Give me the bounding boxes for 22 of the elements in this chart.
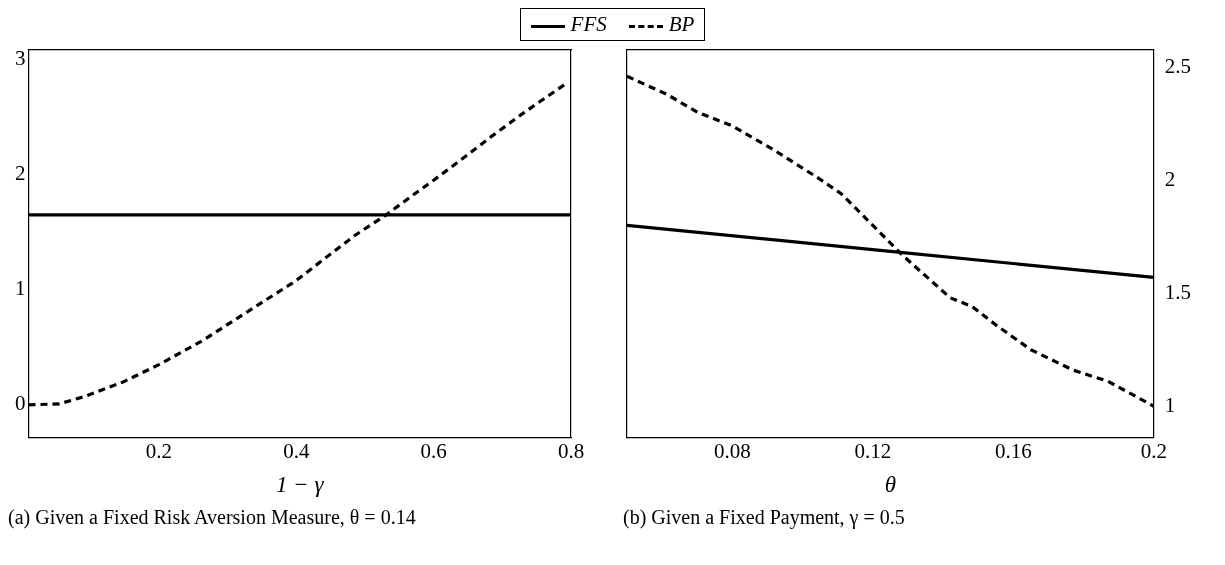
y2-tick-label: 2 xyxy=(1164,166,1176,191)
text: (b) Given a Fixed Payment, γ = 0.5 xyxy=(623,506,906,529)
legend-label: FFS xyxy=(569,12,607,37)
x-tick-label: 0.16 xyxy=(994,439,1032,464)
x-tick-label: 0.2 xyxy=(145,439,173,464)
x-tick-label: 0.12 xyxy=(854,439,892,464)
x-axis-title: θ xyxy=(884,472,897,498)
y2-tick-label: 1 xyxy=(1164,392,1176,417)
y-tick-label: 2 xyxy=(15,160,26,185)
y2-tick-label: 2.5 xyxy=(1164,53,1191,78)
y2-tick-label: 1.5 xyxy=(1164,279,1191,304)
x-tick-label: 0.6 xyxy=(420,439,447,464)
x-axis-title: 1 − γ xyxy=(275,472,325,498)
y-tick-label: 0 xyxy=(15,391,26,416)
y-tick-label: 3 xyxy=(15,45,26,70)
x-tick-label: 0.08 xyxy=(713,439,751,464)
legend-label: BP xyxy=(667,12,695,37)
x-tick-label: 0.8 xyxy=(557,439,585,464)
x-tick-label: 0.4 xyxy=(283,439,310,464)
text: (a) Given a Fixed Risk Aversion Measure, θ = 0.14 xyxy=(8,506,417,529)
x-tick-label: 0.2 xyxy=(1140,439,1167,464)
y-tick-label: 1 xyxy=(15,276,26,301)
